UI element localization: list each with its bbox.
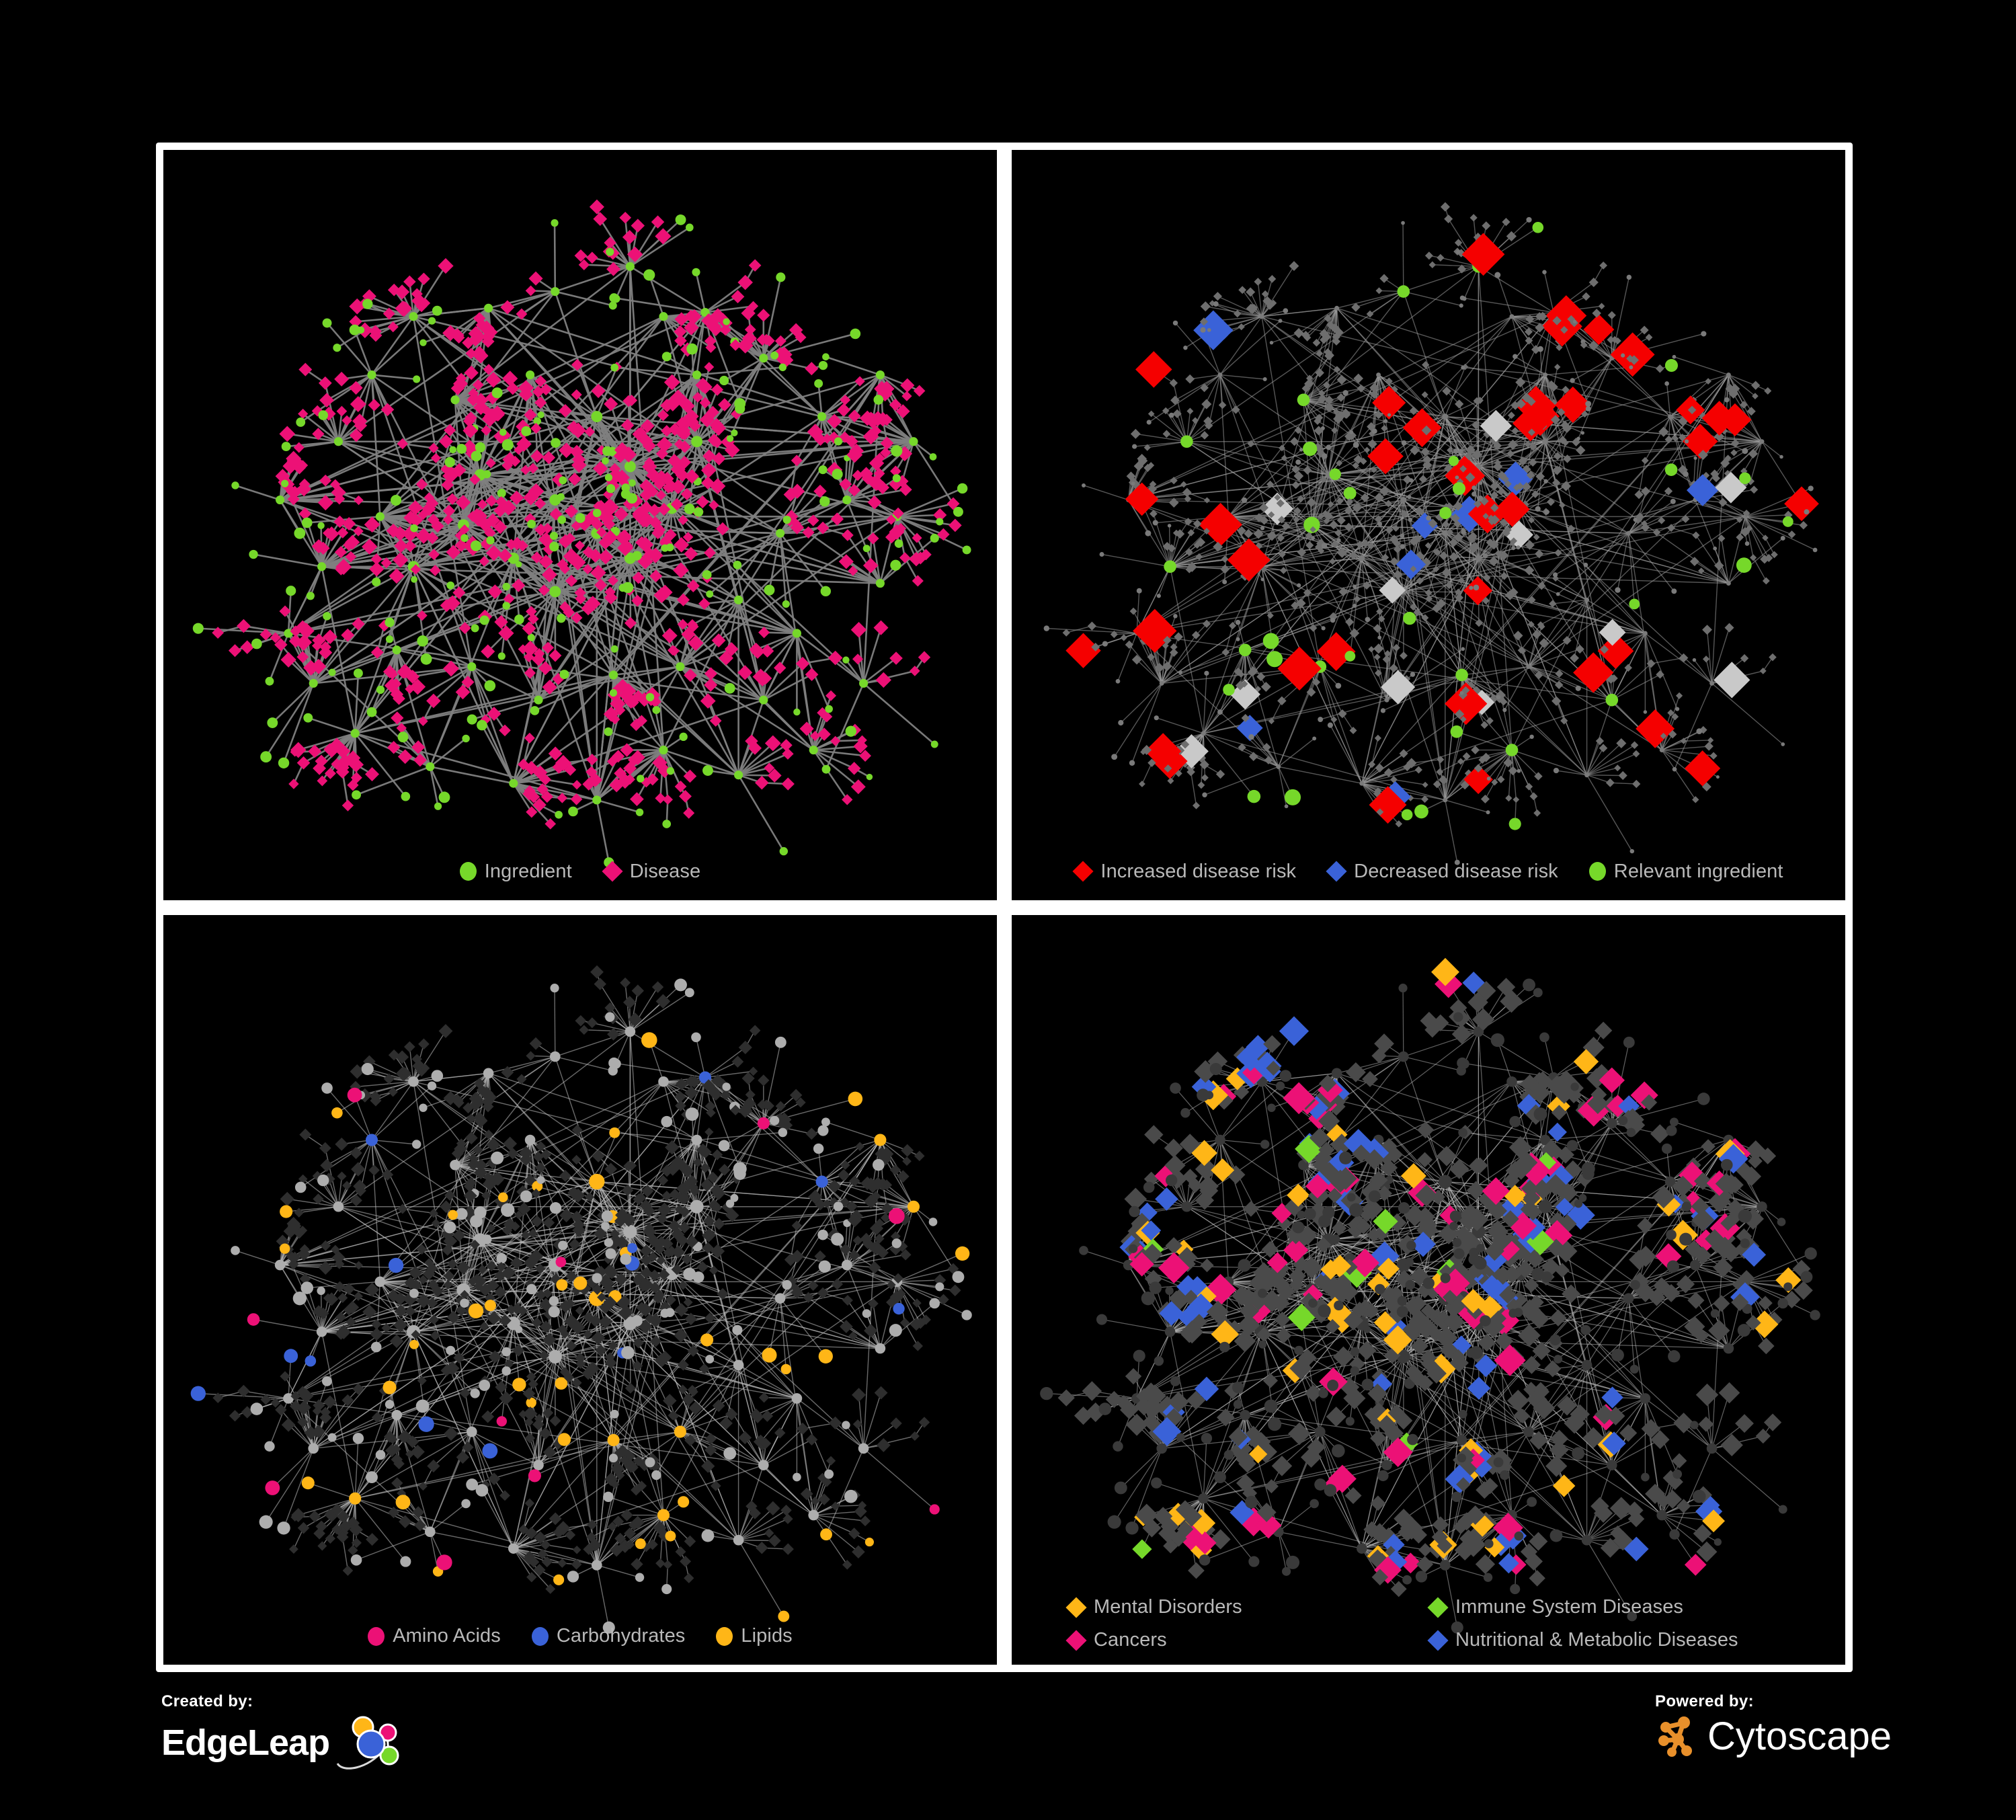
cytoscape-wordmark: Cytoscape bbox=[1707, 1714, 1892, 1758]
powered-by-branding: Powered by: bbox=[1655, 1692, 1892, 1761]
legend-item-label: Cancers bbox=[1094, 1629, 1167, 1651]
legend-panel-4: Mental Disorders Immune System Diseases … bbox=[1049, 1596, 1808, 1651]
diamond-marker-icon bbox=[1427, 1629, 1449, 1651]
legend-immune-system-diseases[interactable]: Immune System Diseases bbox=[1427, 1596, 1770, 1618]
legend-panel-3: Amino Acids Carbohydrates Lipids bbox=[163, 1625, 997, 1647]
legend-item-label: Ingredient bbox=[484, 860, 572, 882]
legend-item-label: Carbohydrates bbox=[556, 1625, 686, 1647]
legend-item-label: Disease bbox=[629, 860, 701, 882]
diamond-marker-icon bbox=[1065, 1596, 1087, 1618]
legend-panel-2: Increased disease risk Decreased disease… bbox=[1012, 861, 1845, 883]
network-graph-disease-class[interactable] bbox=[1012, 915, 1845, 1665]
legend-mental-disorders[interactable]: Mental Disorders bbox=[1065, 1596, 1408, 1618]
edgeleap-logo: EdgeLeap bbox=[161, 1712, 407, 1773]
legend-item-label: Mental Disorders bbox=[1094, 1596, 1242, 1618]
legend-carbohydrates[interactable]: Carbohydrates bbox=[531, 1625, 686, 1647]
legend-item-label: Amino Acids bbox=[393, 1625, 501, 1647]
panel-ingredient-class-network[interactable]: Amino Acids Carbohydrates Lipids bbox=[163, 914, 997, 1665]
legend-item-label: Relevant ingredient bbox=[1613, 860, 1783, 882]
legend-ingredient[interactable]: Ingredient bbox=[459, 860, 572, 883]
diamond-marker-icon bbox=[1427, 1596, 1449, 1618]
legend-cancers[interactable]: Cancers bbox=[1065, 1629, 1408, 1651]
circle-marker-icon bbox=[459, 862, 477, 881]
network-graph-disease-risk[interactable] bbox=[1012, 150, 1845, 900]
network-graph-ingredient-class[interactable] bbox=[163, 915, 997, 1665]
circle-marker-icon bbox=[531, 1626, 549, 1646]
circle-marker-icon bbox=[716, 1626, 733, 1646]
cytoscape-node-mark-icon bbox=[1658, 1716, 1692, 1757]
legend-item-label: Nutritional & Metabolic Diseases bbox=[1455, 1629, 1738, 1651]
diamond-marker-icon bbox=[1326, 861, 1347, 882]
panel-disease-class-network[interactable]: Mental Disorders Immune System Diseases … bbox=[1012, 914, 1845, 1665]
legend-panel-1: Ingredient Disease bbox=[163, 861, 997, 883]
legend-item-label: Decreased disease risk bbox=[1354, 860, 1558, 882]
legend-disease[interactable]: Disease bbox=[602, 860, 701, 883]
legend-increased-disease-risk[interactable]: Increased disease risk bbox=[1072, 860, 1297, 883]
diamond-marker-icon bbox=[1072, 861, 1094, 882]
created-by-branding: Created by: EdgeLeap bbox=[161, 1692, 407, 1773]
legend-item-label: Increased disease risk bbox=[1100, 860, 1297, 882]
edgeleap-node-mark-icon bbox=[336, 1716, 399, 1770]
circle-marker-icon bbox=[1588, 862, 1606, 881]
diamond-marker-icon bbox=[1065, 1629, 1087, 1651]
legend-amino-acids[interactable]: Amino Acids bbox=[368, 1625, 501, 1647]
circle-marker-icon bbox=[368, 1626, 385, 1646]
legend-lipids[interactable]: Lipids bbox=[716, 1625, 793, 1647]
legend-relevant-ingredient[interactable]: Relevant ingredient bbox=[1588, 860, 1783, 883]
powered-by-kicker: Powered by: bbox=[1654, 1692, 1755, 1710]
legend-item-label: Lipids bbox=[741, 1625, 793, 1647]
network-graph-ingredient-disease[interactable] bbox=[163, 150, 997, 900]
legend-nutritional-metabolic-diseases[interactable]: Nutritional & Metabolic Diseases bbox=[1427, 1629, 1770, 1651]
figure-panel-grid: Ingredient Disease Increased disease ris… bbox=[156, 143, 1853, 1672]
panel-ingredient-disease-network[interactable]: Ingredient Disease bbox=[163, 150, 997, 900]
legend-item-label: Immune System Diseases bbox=[1455, 1596, 1684, 1618]
panel-disease-risk-network[interactable]: Increased disease risk Decreased disease… bbox=[1012, 150, 1845, 900]
figure-footer: Created by: EdgeLeap Powered by: bbox=[0, 1672, 2016, 1820]
created-by-kicker: Created by: bbox=[161, 1692, 253, 1710]
diamond-marker-icon bbox=[602, 861, 623, 882]
cytoscape-logo: Cytoscape bbox=[1655, 1712, 1892, 1761]
legend-decreased-disease-risk[interactable]: Decreased disease risk bbox=[1326, 860, 1558, 883]
edgeleap-wordmark: EdgeLeap bbox=[161, 1723, 330, 1763]
